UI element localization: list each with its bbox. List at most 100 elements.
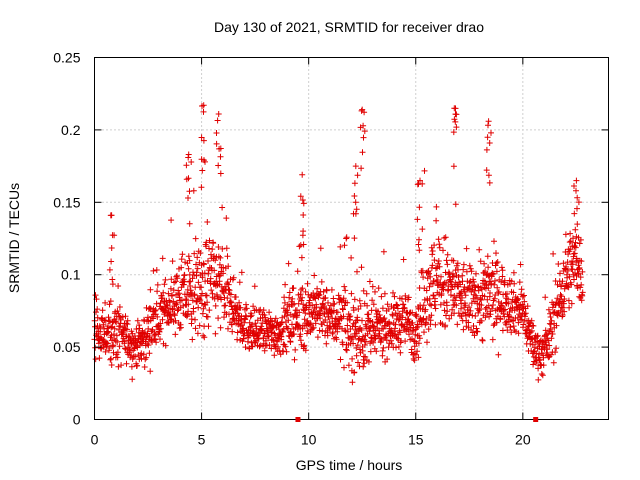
data-point	[415, 340, 422, 347]
data-point	[487, 311, 494, 318]
data-point	[542, 294, 549, 301]
data-point	[204, 313, 211, 320]
data-point	[187, 287, 194, 294]
data-point	[436, 244, 443, 251]
data-point	[301, 342, 308, 349]
data-point	[438, 273, 444, 280]
data-point	[485, 285, 492, 292]
data-point	[174, 307, 181, 314]
data-point	[185, 151, 192, 158]
data-point	[275, 343, 281, 350]
data-point	[197, 250, 204, 256]
data-point	[521, 298, 528, 305]
data-point	[436, 263, 443, 270]
data-point	[366, 328, 373, 335]
data-point	[94, 306, 101, 313]
gap-marker	[533, 417, 539, 422]
gap-markers	[295, 417, 539, 422]
data-point	[510, 269, 517, 276]
data-point	[482, 314, 489, 321]
data-point	[286, 294, 293, 301]
data-point	[299, 171, 306, 178]
data-point	[225, 263, 232, 270]
data-point	[526, 323, 532, 330]
data-point	[453, 302, 460, 309]
data-point	[138, 355, 145, 362]
data-point	[430, 278, 437, 284]
data-point	[406, 310, 413, 317]
data-point	[116, 304, 123, 310]
data-point	[298, 297, 305, 304]
data-point	[485, 264, 492, 271]
data-point	[151, 308, 158, 314]
data-point	[563, 263, 570, 270]
data-point	[210, 240, 217, 247]
data-point	[286, 289, 293, 296]
data-point	[326, 324, 333, 331]
data-point	[278, 333, 285, 340]
data-point	[365, 358, 372, 365]
data-point	[297, 337, 304, 344]
data-point	[157, 325, 164, 332]
data-point	[260, 307, 267, 314]
data-point	[314, 285, 321, 292]
y-tick-labels: 0 0.05 0.1 0.15 0.2 0.25	[53, 50, 80, 428]
data-point	[296, 243, 303, 250]
data-point	[426, 301, 433, 308]
data-point	[164, 302, 171, 309]
data-point	[476, 306, 483, 312]
data-point	[566, 273, 573, 280]
data-point	[463, 245, 470, 252]
data-point	[420, 302, 427, 309]
data-point	[198, 156, 205, 163]
data-point	[467, 307, 474, 314]
data-point	[200, 108, 207, 115]
data-point	[561, 308, 568, 315]
data-point	[352, 199, 359, 206]
data-point	[544, 346, 551, 353]
data-point	[402, 338, 409, 345]
data-point	[203, 292, 210, 299]
data-point	[558, 293, 565, 300]
data-point	[302, 347, 309, 354]
data-point	[344, 322, 351, 329]
data-point	[128, 328, 135, 335]
data-point	[191, 250, 198, 257]
data-point	[238, 269, 245, 276]
data-point	[202, 158, 208, 165]
data-point	[351, 180, 358, 187]
y-tick-label: 0	[73, 412, 81, 428]
data-point	[491, 238, 497, 245]
data-point	[124, 326, 130, 333]
data-point	[426, 270, 432, 277]
x-tick-label: 20	[515, 432, 531, 448]
data-point	[511, 280, 518, 287]
data-point	[217, 254, 224, 261]
data-point	[350, 210, 357, 217]
data-point	[383, 337, 390, 344]
data-point	[215, 315, 222, 322]
data-point	[215, 162, 222, 169]
data-point	[443, 312, 449, 319]
data-point	[154, 288, 161, 295]
data-point	[493, 319, 500, 326]
data-point	[512, 328, 519, 335]
data-point	[453, 294, 460, 301]
data-point	[571, 276, 577, 283]
data-point	[224, 253, 231, 260]
data-point	[107, 298, 114, 305]
data-point	[483, 146, 490, 153]
data-point	[353, 345, 360, 351]
data-point	[489, 305, 495, 312]
x-tick-label: 10	[301, 432, 317, 448]
data-point	[489, 270, 496, 277]
data-point	[256, 343, 263, 350]
data-point	[307, 329, 314, 336]
data-point	[388, 337, 394, 344]
data-point	[249, 343, 256, 350]
data-point	[188, 159, 195, 165]
data-point	[217, 170, 224, 177]
data-point	[414, 348, 421, 355]
data-point	[283, 348, 290, 355]
data-point	[459, 294, 465, 301]
